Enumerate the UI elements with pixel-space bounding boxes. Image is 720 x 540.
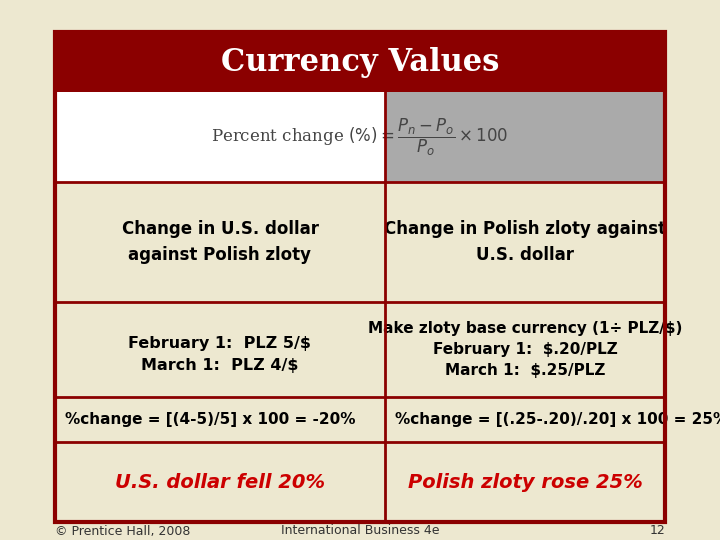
Text: U.S. dollar fell 20%: U.S. dollar fell 20% xyxy=(115,472,325,491)
Text: Polish zloty rose 25%: Polish zloty rose 25% xyxy=(408,472,642,491)
Text: %change = [(4-5)/5] x 100 = -20%: %change = [(4-5)/5] x 100 = -20% xyxy=(65,412,356,427)
Text: Make zloty base currency (1÷ PLZ/$)
February 1:  $.20/PLZ
March 1:  $.25/PLZ: Make zloty base currency (1÷ PLZ/$) Febr… xyxy=(368,321,682,378)
Bar xyxy=(385,92,665,182)
Text: Change in Polish zloty against
U.S. dollar: Change in Polish zloty against U.S. doll… xyxy=(384,220,666,264)
Text: Change in U.S. dollar
against Polish zloty: Change in U.S. dollar against Polish zlo… xyxy=(122,220,318,264)
Text: February 1:  PLZ 5/$
March 1:  PLZ 4/$: February 1: PLZ 5/$ March 1: PLZ 4/$ xyxy=(128,336,312,373)
Bar xyxy=(55,32,665,522)
Text: Currency Values: Currency Values xyxy=(221,46,499,78)
Text: Percent change $(\%)=\dfrac{P_n - P_o}{P_o}\times 100$: Percent change $(\%)=\dfrac{P_n - P_o}{P… xyxy=(211,117,509,158)
Text: © Prentice Hall, 2008: © Prentice Hall, 2008 xyxy=(55,524,190,537)
Bar xyxy=(55,92,385,182)
Text: %change = [(.25-.20)/.20] x 100 = 25%: %change = [(.25-.20)/.20] x 100 = 25% xyxy=(395,412,720,427)
Text: International Business 4e: International Business 4e xyxy=(281,524,439,537)
Bar xyxy=(55,182,665,522)
Bar xyxy=(55,32,665,92)
Bar xyxy=(55,32,665,522)
Text: 12: 12 xyxy=(649,524,665,537)
